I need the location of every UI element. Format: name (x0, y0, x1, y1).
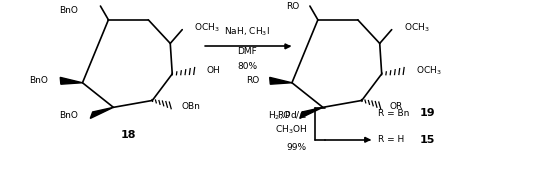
Polygon shape (60, 77, 82, 84)
Text: 99%: 99% (287, 143, 307, 152)
Text: RO: RO (277, 111, 290, 120)
Text: RO: RO (246, 76, 259, 85)
Text: BnO: BnO (29, 76, 47, 85)
Text: 80%: 80% (237, 62, 257, 70)
Text: NaH, CH$_3$I: NaH, CH$_3$I (224, 25, 270, 38)
Text: CH$_3$OH: CH$_3$OH (274, 124, 307, 136)
Text: OH: OH (206, 66, 220, 75)
Polygon shape (365, 137, 370, 142)
Polygon shape (90, 107, 114, 118)
Text: OCH$_3$: OCH$_3$ (194, 21, 220, 34)
Text: OCH$_3$: OCH$_3$ (416, 65, 441, 77)
Text: BnO: BnO (60, 6, 79, 16)
Text: H$_2$, Pd/C: H$_2$, Pd/C (268, 110, 307, 122)
Text: RO: RO (286, 2, 299, 10)
Polygon shape (285, 44, 290, 49)
Text: 15: 15 (420, 135, 435, 145)
Text: 18: 18 (121, 130, 136, 140)
Text: BnO: BnO (60, 111, 79, 120)
Text: R = Bn: R = Bn (378, 109, 409, 118)
Polygon shape (270, 77, 292, 84)
Text: OBn: OBn (181, 102, 200, 111)
Text: OCH$_3$: OCH$_3$ (404, 21, 429, 34)
Polygon shape (300, 107, 323, 118)
Text: 19: 19 (420, 108, 435, 118)
Text: DMF: DMF (237, 47, 257, 56)
Text: R = H: R = H (378, 135, 404, 144)
Text: OR: OR (390, 102, 403, 111)
